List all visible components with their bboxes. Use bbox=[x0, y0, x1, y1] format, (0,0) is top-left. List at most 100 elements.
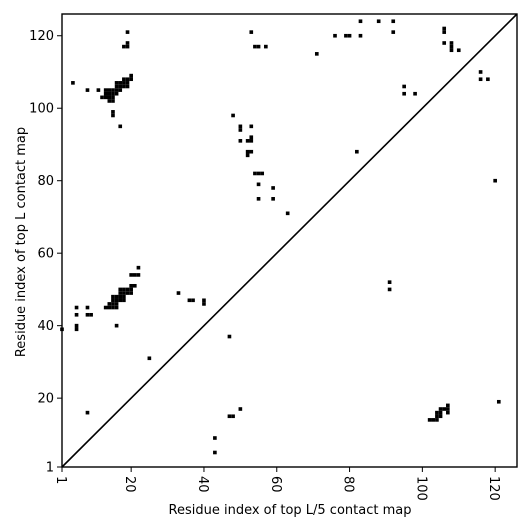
contact-cell-top-l5 bbox=[111, 88, 115, 92]
contact-cell-top-l bbox=[446, 410, 450, 415]
contact-cell-top-l5 bbox=[114, 84, 119, 89]
contact-cell-top-l5 bbox=[238, 128, 243, 132]
contact-cell-top-l bbox=[122, 298, 126, 303]
contact-cell-top-l bbox=[114, 294, 119, 299]
contact-cell-top-l bbox=[89, 312, 93, 317]
contact-cell-top-l5 bbox=[376, 19, 381, 24]
x-axis-label: Residue index of top L/5 contact map bbox=[169, 503, 412, 518]
contact-cell-top-l5 bbox=[442, 41, 447, 45]
contact-cell-top-l5 bbox=[122, 81, 126, 85]
contact-cell-top-l5 bbox=[442, 30, 447, 34]
contact-cell-top-l bbox=[114, 298, 119, 303]
y-tick-label: 60 bbox=[37, 247, 54, 262]
contact-cell-top-l bbox=[111, 294, 115, 299]
contact-cell-top-l5 bbox=[456, 48, 461, 53]
contact-cell-top-l5 bbox=[107, 95, 112, 100]
contact-cell-top-l5 bbox=[122, 44, 126, 49]
x-tick-label: 100 bbox=[413, 476, 428, 501]
contact-cell-top-l5 bbox=[231, 113, 235, 118]
contact-cell-top-l5 bbox=[347, 33, 352, 38]
contact-cell-top-l bbox=[85, 410, 90, 415]
contact-cell-top-l5 bbox=[486, 77, 490, 82]
contact-cell-top-l5 bbox=[245, 149, 250, 154]
contact-cell-top-l5 bbox=[111, 95, 115, 100]
contact-cell-top-l5 bbox=[478, 77, 483, 82]
contact-cell-top-l bbox=[147, 356, 152, 361]
x-tick-label: 60 bbox=[268, 476, 283, 493]
x-tick-label: 120 bbox=[486, 476, 501, 501]
contact-cell-top-l bbox=[114, 305, 119, 310]
y-axis-label: Residue index of top L contact map bbox=[14, 127, 29, 357]
contact-cell-top-l5 bbox=[402, 84, 406, 89]
contact-cell-top-l5 bbox=[107, 88, 112, 92]
contact-cell-top-l5 bbox=[249, 149, 254, 154]
contact-cell-top-l5 bbox=[449, 48, 454, 53]
contact-cell-top-l bbox=[85, 305, 90, 310]
contact-cell-top-l bbox=[129, 273, 133, 277]
contact-cell-top-l bbox=[103, 305, 108, 310]
x-tick-label: 1 bbox=[53, 476, 68, 484]
contact-cell-top-l5 bbox=[103, 95, 108, 100]
contact-cell-top-l bbox=[74, 312, 79, 317]
contact-cell-top-l5 bbox=[391, 19, 396, 24]
contact-cell-top-l bbox=[496, 399, 501, 404]
contact-cell-top-l5 bbox=[249, 124, 254, 129]
contact-cell-top-l bbox=[114, 302, 119, 306]
contact-cell-top-l bbox=[129, 283, 133, 288]
contact-cell-top-l5 bbox=[118, 81, 123, 85]
contact-cell-top-l bbox=[85, 312, 90, 317]
contact-cell-top-l bbox=[427, 418, 432, 422]
contact-cell-top-l5 bbox=[103, 91, 108, 96]
x-tick-label: 40 bbox=[195, 476, 210, 493]
contact-cell-top-l5 bbox=[125, 84, 130, 89]
contact-cell-top-l5 bbox=[125, 30, 130, 34]
contact-cell-top-l5 bbox=[111, 91, 115, 96]
contact-cell-top-l bbox=[122, 291, 126, 295]
contact-cell-top-l bbox=[74, 323, 79, 328]
contact-cell-top-l5 bbox=[125, 77, 130, 82]
contact-cell-top-l bbox=[446, 403, 450, 408]
contact-cell-top-l5 bbox=[125, 81, 130, 85]
y-tick-label: 100 bbox=[29, 102, 54, 117]
contact-cell-top-l bbox=[118, 287, 123, 292]
contact-cell-top-l bbox=[435, 414, 439, 419]
contact-cell-top-l bbox=[227, 414, 232, 419]
contact-cell-top-l5 bbox=[253, 44, 257, 49]
contact-cell-top-l bbox=[191, 298, 195, 303]
contact-cell-top-l5 bbox=[249, 139, 254, 143]
contact-cell-top-l bbox=[125, 287, 130, 292]
contact-cell-top-l5 bbox=[249, 135, 254, 140]
contact-cell-top-l bbox=[227, 334, 232, 339]
contact-cell-top-l5 bbox=[85, 88, 90, 92]
contact-cell-top-l bbox=[114, 323, 119, 328]
contact-cell-top-l5 bbox=[478, 70, 483, 74]
contact-cell-top-l5 bbox=[358, 33, 363, 38]
contact-cell-top-l bbox=[107, 305, 112, 310]
contact-cell-top-l5 bbox=[125, 44, 130, 49]
contact-cell-top-l bbox=[125, 291, 130, 295]
contact-cell-top-l5 bbox=[449, 44, 454, 49]
contact-cell-top-l bbox=[132, 273, 137, 277]
contact-cell-top-l5 bbox=[344, 33, 348, 38]
contact-cell-top-l5 bbox=[256, 182, 261, 187]
contact-cell-top-l bbox=[442, 407, 447, 411]
contact-cell-top-l bbox=[111, 302, 115, 306]
contact-cell-top-l bbox=[129, 291, 133, 295]
contact-cell-top-l5 bbox=[238, 124, 243, 129]
contact-cell-top-l5 bbox=[129, 73, 133, 78]
contact-cell-top-l bbox=[118, 291, 123, 295]
contact-cell-top-l5 bbox=[355, 149, 359, 154]
contact-cell-top-l5 bbox=[245, 139, 250, 143]
contact-cell-top-l bbox=[202, 302, 206, 306]
x-axis-ticks: 1 20 40 60 80 100 120 bbox=[53, 467, 501, 501]
contact-cell-top-l bbox=[387, 280, 392, 284]
contact-cell-top-l5 bbox=[260, 171, 265, 176]
contact-cell-top-l5 bbox=[264, 44, 268, 49]
contact-cells bbox=[60, 19, 501, 455]
contact-cell-top-l bbox=[107, 302, 112, 306]
contact-cell-top-l bbox=[136, 265, 141, 270]
contact-cell-top-l5 bbox=[493, 178, 497, 183]
contact-cell-top-l bbox=[438, 407, 443, 411]
contact-cell-top-l bbox=[202, 298, 206, 303]
contact-cell-top-l5 bbox=[100, 95, 104, 100]
